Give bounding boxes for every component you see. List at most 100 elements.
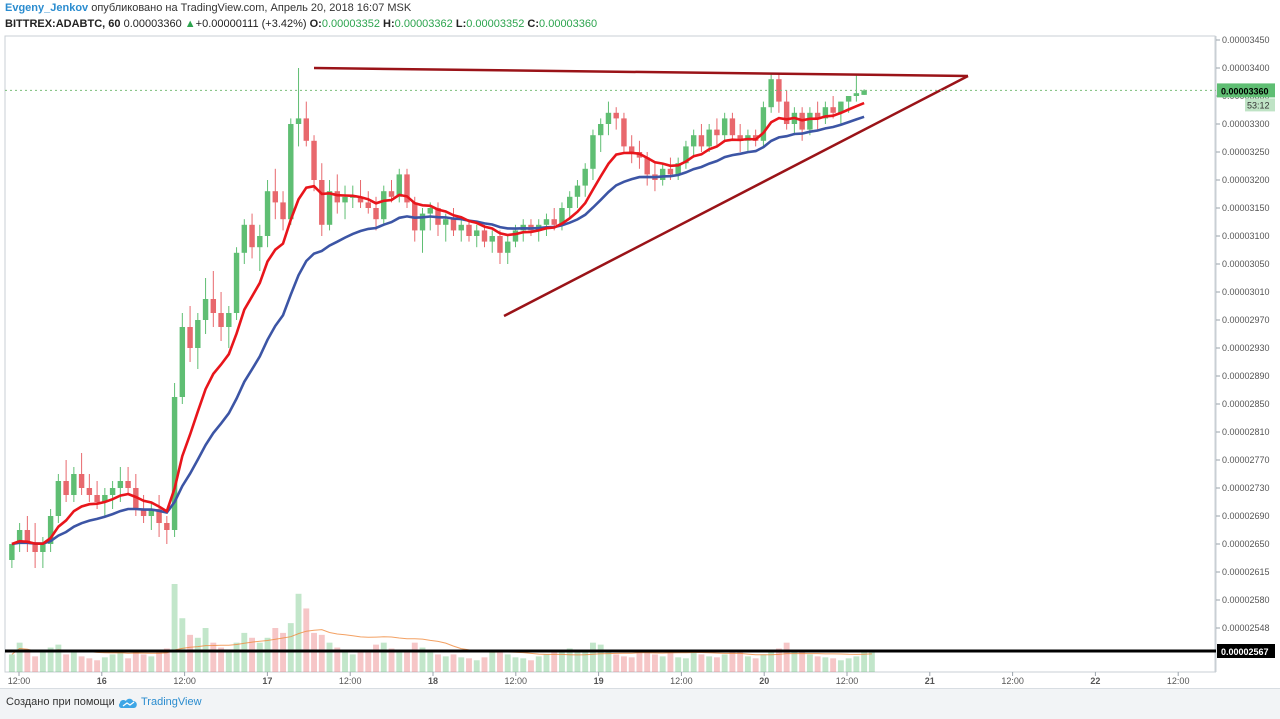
volume-bar xyxy=(582,650,589,672)
volume-bar xyxy=(70,650,77,672)
time-tick-label: 17 xyxy=(262,676,272,686)
volume-bar xyxy=(644,652,651,672)
time-tick-label: 18 xyxy=(428,676,438,686)
candle-body xyxy=(574,185,581,197)
trendlines-layer xyxy=(5,66,1216,653)
candle-body xyxy=(156,509,162,523)
candle-body xyxy=(667,168,674,175)
candle-body xyxy=(721,118,728,136)
candle-body xyxy=(78,474,85,488)
ema-layer xyxy=(11,101,865,546)
level-price-label: 0.00002567 xyxy=(1221,647,1269,657)
candle-body xyxy=(497,236,503,253)
volume-bar xyxy=(605,652,612,672)
volume-bar xyxy=(574,652,581,672)
volume-bar xyxy=(295,593,302,672)
volume-bar xyxy=(512,657,519,672)
price-axis[interactable]: 0.000034500.000034000.000033500.00003300… xyxy=(1216,35,1270,633)
candle-body xyxy=(334,191,340,203)
time-axis[interactable]: 12:00 16 12:00 17 12:00 18 12:00 19 12:00 20 12:00… xyxy=(8,672,1190,686)
time-tick-label: 12:00 xyxy=(1167,676,1190,686)
price-tick-label: 0.00002615 xyxy=(1222,567,1270,577)
price-tick-label: 0.00002970 xyxy=(1222,315,1270,325)
candle-body xyxy=(760,107,767,141)
price-tick-label: 0.00003200 xyxy=(1222,175,1270,185)
volume-bar xyxy=(837,660,844,672)
volume-bar xyxy=(806,654,813,672)
volume-bar xyxy=(590,642,596,672)
candle-body xyxy=(257,236,263,248)
last-price-label: 0.00003360 xyxy=(1221,86,1269,96)
candle-body xyxy=(419,213,426,231)
volume-bar xyxy=(194,637,201,672)
candle-body xyxy=(55,481,62,516)
volume-bar xyxy=(109,654,116,672)
candle-body xyxy=(853,93,860,96)
candles-layer xyxy=(9,68,867,568)
volume-bar xyxy=(210,642,217,672)
volume-bar xyxy=(752,658,759,672)
volume-bar xyxy=(466,658,472,672)
time-tick-label: 21 xyxy=(925,676,935,686)
candle-body xyxy=(202,299,209,320)
volume-bar xyxy=(450,654,457,672)
candle-body xyxy=(714,129,720,136)
candle-body xyxy=(373,208,379,220)
chart-header: Evgeny_Jenkov опубликовано на TradingVie… xyxy=(5,2,1275,34)
candle-body xyxy=(474,230,480,236)
price-tick-label: 0.00002810 xyxy=(1222,427,1270,437)
candle-body xyxy=(861,90,867,95)
candle-body xyxy=(171,397,178,530)
volume-bar xyxy=(497,650,503,672)
time-tick-label: 12:00 xyxy=(670,676,693,686)
low-value: 0.00003352 xyxy=(466,18,525,30)
candle-body xyxy=(140,509,147,516)
tradingview-link[interactable]: TradingView xyxy=(141,696,202,708)
candle-body xyxy=(644,157,650,175)
countdown-label: 53:12 xyxy=(1247,100,1270,110)
author-link[interactable]: Evgeny_Jenkov xyxy=(5,2,89,14)
volume-ma-line xyxy=(11,629,872,656)
volume-bar xyxy=(404,650,410,672)
volume-bar xyxy=(713,657,720,672)
price-tick-label: 0.00003010 xyxy=(1222,287,1270,297)
candle-body xyxy=(125,481,131,488)
change-arrow-icon: ▲ xyxy=(184,18,196,30)
volume-bar xyxy=(760,654,767,672)
candle-body xyxy=(621,118,627,147)
candle-body xyxy=(148,509,155,516)
volume-bar xyxy=(349,654,356,672)
candle-body xyxy=(458,224,464,231)
volume-bar xyxy=(249,637,255,672)
volume-bar xyxy=(744,656,751,672)
volume-bar xyxy=(636,650,643,672)
candle-body xyxy=(280,202,286,220)
volume-bar xyxy=(264,637,271,672)
volume-bar xyxy=(682,658,689,672)
volume-bar xyxy=(543,654,550,672)
time-tick-label: 16 xyxy=(97,676,107,686)
candle-body xyxy=(47,516,54,544)
volume-bar xyxy=(721,654,728,672)
ema-fast-line xyxy=(11,101,865,546)
level-price-badge xyxy=(1217,644,1275,658)
plot-area[interactable] xyxy=(4,35,1216,673)
candle-body xyxy=(109,488,116,495)
volume-bar xyxy=(659,656,666,672)
volume-bar xyxy=(148,656,155,672)
volume-bar xyxy=(458,657,465,672)
candle-body xyxy=(311,140,317,180)
candle-body xyxy=(489,236,495,242)
candle-body xyxy=(233,252,240,313)
candlestick-chart[interactable]: 0.000034500.000034000.000033500.00003300… xyxy=(0,0,1280,688)
volume-bar xyxy=(16,642,23,672)
volume-bar xyxy=(357,652,364,672)
candle-body xyxy=(249,224,255,248)
candle-body xyxy=(9,544,15,560)
volume-bar xyxy=(814,656,821,672)
tradingview-cloud-icon[interactable] xyxy=(118,697,138,709)
candle-body xyxy=(512,230,519,242)
candle-body xyxy=(326,191,333,225)
volume-bar xyxy=(287,623,294,672)
price-tick-label: 0.00002650 xyxy=(1222,539,1270,549)
